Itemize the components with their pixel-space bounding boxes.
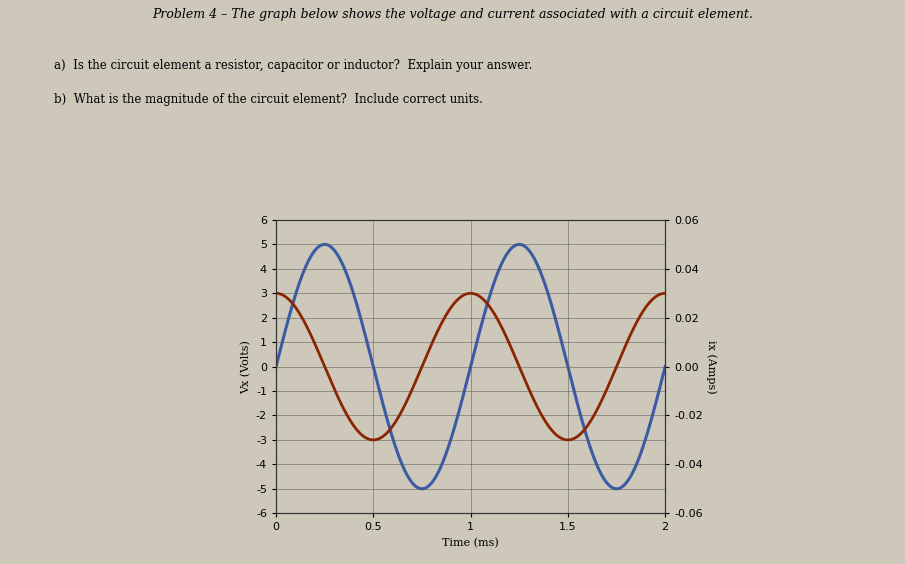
Y-axis label: Vx (Volts): Vx (Volts) (242, 340, 252, 394)
Y-axis label: ix (Amps): ix (Amps) (706, 340, 717, 394)
Text: Problem 4 – The graph below shows the voltage and current associated with a circ: Problem 4 – The graph below shows the vo… (152, 8, 753, 21)
Text: a)  Is the circuit element a resistor, capacitor or inductor?  Explain your answ: a) Is the circuit element a resistor, ca… (54, 59, 533, 72)
Text: b)  What is the magnitude of the circuit element?  Include correct units.: b) What is the magnitude of the circuit … (54, 93, 483, 106)
X-axis label: Time (ms): Time (ms) (443, 538, 499, 548)
